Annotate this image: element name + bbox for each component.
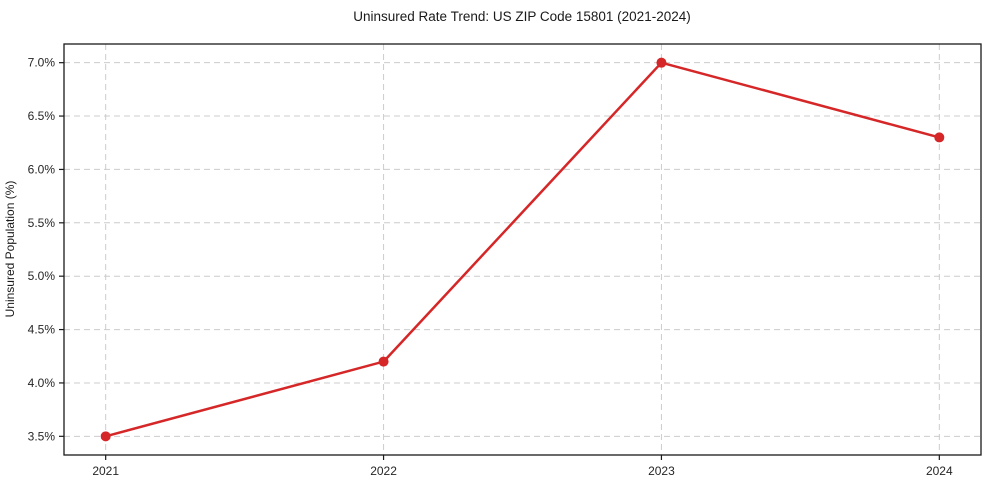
data-point	[378, 356, 389, 367]
data-point	[934, 132, 945, 143]
series-layer	[100, 57, 945, 442]
y-axis-label: Uninsured Population (%)	[3, 181, 17, 318]
y-tick-label: 4.0%	[28, 376, 56, 390]
x-tick-label: 2024	[926, 464, 953, 478]
plot-border	[63, 43, 982, 456]
y-tick-label: 7.0%	[28, 56, 56, 70]
y-tick-label: 6.0%	[28, 162, 56, 176]
data-point	[656, 57, 667, 68]
grid-layer	[64, 44, 981, 455]
y-tick-label: 5.5%	[28, 216, 56, 230]
x-tick-label: 2023	[648, 464, 675, 478]
trend-line	[104, 61, 941, 438]
y-tick-label: 6.5%	[28, 109, 56, 123]
x-tick-label: 2022	[370, 464, 397, 478]
axes-layer: 3.5% 4.0% 4.5% 5.0% 5.5% 6.0% 6.5% 7.0% 2021 2022…	[28, 43, 982, 478]
y-tick-label: 5.0%	[28, 269, 56, 283]
chart-title: Uninsured Rate Trend: US ZIP Code 15801 …	[353, 9, 690, 24]
y-tick-label: 3.5%	[28, 429, 56, 443]
x-tick-label: 2021	[92, 464, 119, 478]
y-tick-label: 4.5%	[28, 323, 56, 337]
data-point	[100, 431, 111, 442]
